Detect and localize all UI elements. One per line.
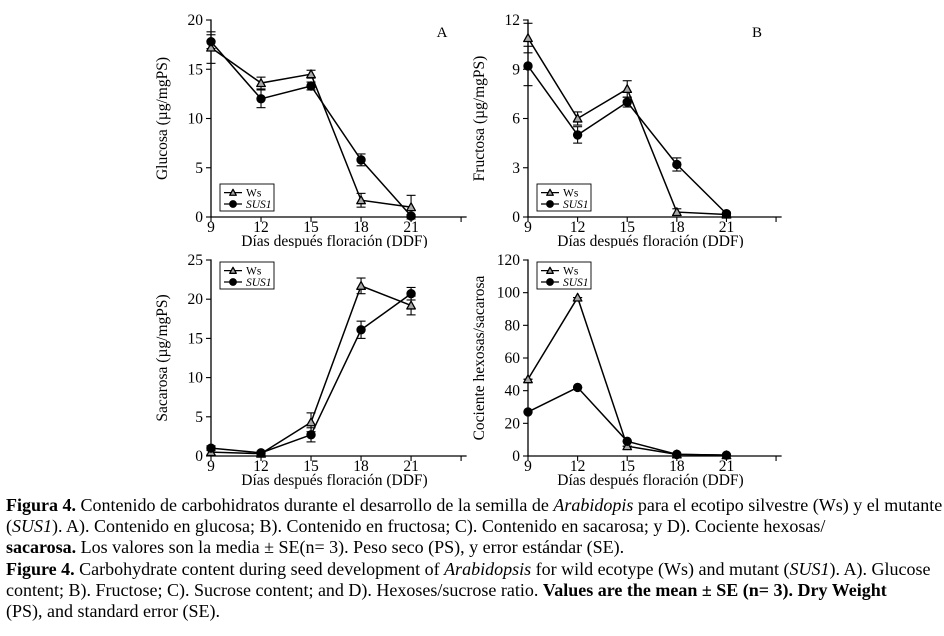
svg-text:80: 80	[505, 317, 521, 334]
svg-text:9: 9	[524, 458, 532, 475]
svg-text:Días después floración (DDF): Días después floración (DDF)	[557, 233, 743, 248]
svg-text:60: 60	[505, 350, 521, 367]
svg-text:9: 9	[207, 219, 215, 236]
svg-text:10: 10	[188, 370, 204, 387]
svg-text:Fructosa (µg/mgPS): Fructosa (µg/mgPS)	[472, 56, 488, 182]
svg-text:0: 0	[512, 448, 520, 465]
svg-text:6: 6	[512, 111, 520, 128]
svg-text:SUS1: SUS1	[563, 199, 589, 211]
svg-text:SUS1: SUS1	[246, 199, 272, 211]
svg-text:Días después floración (DDF): Días después floración (DDF)	[241, 472, 427, 489]
svg-text:100: 100	[497, 285, 521, 302]
svg-text:3: 3	[512, 160, 520, 177]
svg-text:20: 20	[188, 291, 204, 308]
svg-text:0: 0	[195, 209, 203, 226]
svg-text:15: 15	[188, 61, 204, 78]
svg-text:Ws: Ws	[246, 188, 262, 200]
svg-text:20: 20	[188, 12, 204, 29]
svg-text:120: 120	[497, 252, 521, 269]
svg-text:Glucosa (µg/mgPS): Glucosa (µg/mgPS)	[154, 57, 171, 180]
svg-text:25: 25	[188, 252, 204, 269]
svg-text:9: 9	[524, 219, 532, 236]
svg-text:20: 20	[505, 415, 521, 432]
svg-text:Cociente hexosas/sacarosa: Cociente hexosas/sacarosa	[472, 275, 488, 440]
svg-text:A: A	[437, 25, 448, 41]
svg-text:0: 0	[195, 448, 203, 465]
svg-text:Días después floración (DDF): Días después floración (DDF)	[557, 472, 743, 489]
svg-text:5: 5	[195, 160, 203, 177]
svg-text:10: 10	[188, 111, 204, 128]
svg-text:9: 9	[512, 61, 520, 78]
svg-text:12: 12	[505, 12, 521, 29]
svg-text:Ws: Ws	[563, 188, 579, 200]
svg-text:0: 0	[512, 209, 520, 226]
svg-text:SUS1: SUS1	[246, 277, 272, 289]
svg-text:40: 40	[505, 383, 521, 400]
svg-text:B: B	[752, 25, 762, 41]
svg-text:Días después floración (DDF): Días después floración (DDF)	[241, 233, 427, 248]
svg-text:5: 5	[195, 409, 203, 426]
svg-text:Ws: Ws	[246, 266, 262, 278]
svg-text:Sacarosa (µg/mgPS): Sacarosa (µg/mgPS)	[154, 294, 171, 421]
svg-text:15: 15	[188, 330, 204, 347]
svg-text:9: 9	[207, 458, 215, 475]
svg-text:Ws: Ws	[563, 266, 579, 278]
svg-text:SUS1: SUS1	[563, 277, 589, 289]
